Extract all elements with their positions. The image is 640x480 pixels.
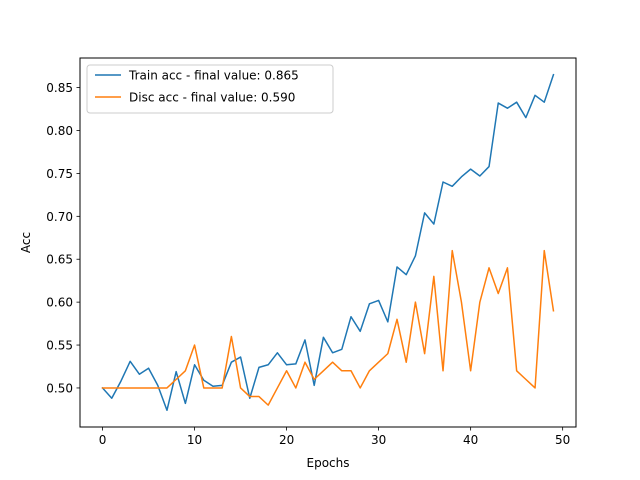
y-tick-label: 0.55 — [46, 339, 73, 353]
y-tick-label: 0.60 — [46, 296, 73, 310]
y-axis-label: Acc — [19, 232, 33, 253]
legend-label-disc: Disc acc - final value: 0.590 — [129, 91, 295, 105]
y-tick-label: 0.50 — [46, 381, 73, 395]
x-axis-label: Epochs — [307, 456, 350, 470]
axes-frame — [79, 57, 577, 428]
x-tick-label: 20 — [279, 433, 294, 447]
x-tick-label: 40 — [463, 433, 478, 447]
x-axis: 0 10 20 30 40 50 — [99, 427, 570, 447]
y-tick-label: 0.70 — [46, 210, 73, 224]
legend: Train acc - final value: 0.865 Disc acc … — [86, 64, 334, 114]
y-tick-label: 0.80 — [46, 124, 73, 138]
y-tick-label: 0.75 — [46, 167, 73, 181]
x-tick-label: 50 — [555, 433, 570, 447]
x-tick-label: 10 — [187, 433, 202, 447]
y-axis: 0.50 0.55 0.60 0.65 0.70 0.75 0.80 0.85 — [46, 81, 80, 395]
series-line-0 — [101, 73, 555, 412]
legend-box — [86, 64, 334, 114]
series-line-1 — [101, 249, 555, 406]
y-tick-label: 0.65 — [46, 253, 73, 267]
plot-series-group — [101, 73, 555, 412]
y-tick-label: 0.85 — [46, 81, 73, 95]
legend-label-train: Train acc - final value: 0.865 — [128, 69, 299, 83]
x-tick-label: 30 — [371, 433, 386, 447]
x-tick-label: 0 — [99, 433, 107, 447]
